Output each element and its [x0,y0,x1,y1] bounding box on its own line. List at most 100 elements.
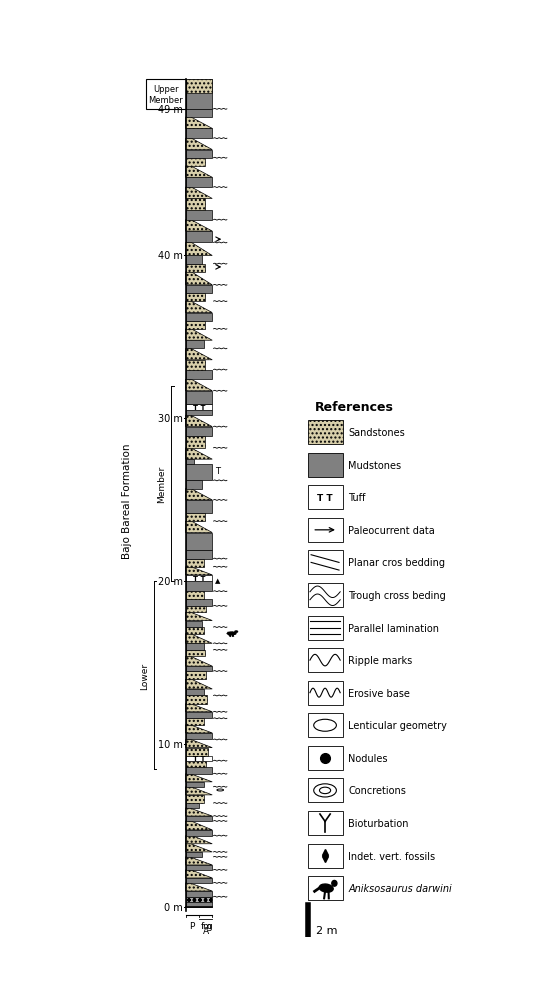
Bar [186,712,212,719]
Bar [186,211,212,221]
Ellipse shape [314,720,337,732]
Polygon shape [186,489,212,501]
Bar [308,584,342,607]
Bar [308,649,342,672]
Polygon shape [186,329,212,341]
Bar [186,361,205,370]
Text: 2 m: 2 m [316,925,337,936]
Bar [186,830,212,836]
Bar [186,582,212,592]
Bar [186,865,212,870]
Bar [308,746,342,770]
Bar [186,804,199,809]
Polygon shape [186,272,212,286]
Bar [186,671,206,679]
Polygon shape [186,725,212,734]
Polygon shape [186,188,212,199]
Bar [186,795,204,804]
Bar [186,109,212,118]
Bar [308,779,342,803]
Polygon shape [186,522,212,533]
Bar [186,551,212,559]
Text: ▲: ▲ [215,577,221,583]
Polygon shape [186,167,212,178]
Text: T T: T T [317,493,333,502]
Polygon shape [186,883,212,891]
Bar [186,341,204,349]
Text: Tuff: Tuff [348,493,366,503]
Bar [308,551,342,575]
Bar [186,314,212,321]
Text: 10 m: 10 m [158,740,183,749]
Bar [186,606,206,612]
Bar [308,714,342,738]
Bar [186,411,212,416]
Bar [186,294,205,302]
Bar [186,667,212,671]
Bar [308,519,342,542]
Bar [186,481,202,489]
Bar [186,599,212,606]
Polygon shape [186,221,212,232]
Bar [186,256,202,264]
Polygon shape [186,118,212,129]
Bar [186,891,212,897]
Text: Bajo Bareal Formation: Bajo Bareal Formation [122,443,132,558]
Text: Bioturbation: Bioturbation [348,818,409,828]
Text: A: A [202,926,209,935]
Polygon shape [186,809,212,816]
Text: Lower: Lower [140,662,149,689]
Text: 0 m: 0 m [164,902,183,912]
Bar [186,81,212,94]
Text: Erosive base: Erosive base [348,688,410,698]
Bar [186,575,212,582]
Text: 49 m: 49 m [158,105,183,114]
Text: Member: Member [157,465,166,503]
Text: Lenticular geometry: Lenticular geometry [348,721,447,731]
Polygon shape [186,787,212,795]
Bar [186,159,205,167]
Bar [186,264,205,272]
Text: Aniksosaurus darwini: Aniksosaurus darwini [348,883,452,893]
Bar [186,391,212,404]
Bar [308,681,342,705]
Bar [186,559,204,567]
Text: Mudstones: Mudstones [348,460,401,470]
Bar [186,897,212,902]
Polygon shape [186,634,212,644]
Polygon shape [186,349,212,361]
Ellipse shape [332,880,337,886]
Bar [186,370,212,380]
Text: T T: T T [193,576,205,582]
Bar [186,178,212,188]
Bar [186,514,205,522]
Bar [186,627,204,634]
Text: Concretions: Concretions [348,786,406,796]
Bar [186,501,212,514]
Text: T T: T T [193,755,205,761]
Polygon shape [186,857,212,865]
Text: Paleocurrent data: Paleocurrent data [348,526,435,535]
Bar [186,816,212,821]
Polygon shape [186,416,212,427]
Bar [186,404,212,411]
Bar [186,151,212,159]
Polygon shape [186,740,212,747]
Bar [186,689,204,696]
Polygon shape [186,449,212,459]
Text: Ripple marks: Ripple marks [348,656,413,666]
Bar [308,811,342,835]
Bar [186,286,212,294]
Text: Parallel lamination: Parallel lamination [348,623,439,633]
Bar [186,696,207,704]
Polygon shape [186,704,212,712]
Text: Planar cros bedding: Planar cros bedding [348,558,445,568]
Bar [186,129,212,139]
Ellipse shape [320,788,331,794]
Polygon shape [186,870,212,879]
Polygon shape [186,612,212,621]
Polygon shape [186,774,212,782]
Polygon shape [186,844,212,852]
Text: T T: T T [193,404,205,410]
Bar [186,81,212,109]
